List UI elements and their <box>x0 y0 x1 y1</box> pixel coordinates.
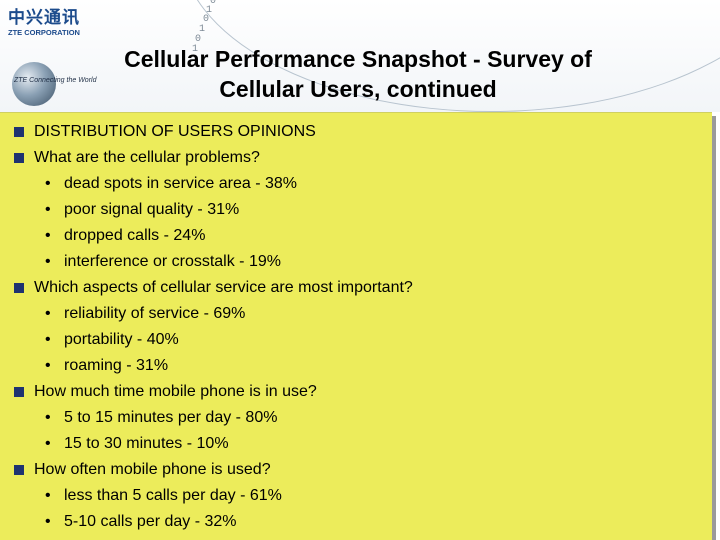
dot-bullet-icon: • <box>45 435 51 452</box>
slide-title: Cellular Performance Snapshot - Survey o… <box>72 44 644 104</box>
binary-digit: 0 <box>203 14 210 25</box>
logo-english-text: ZTE CORPORATION <box>8 28 80 37</box>
bullet-text: reliability of service - 69% <box>64 305 246 322</box>
bullet-item: DISTRIBUTION OF USERS OPINIONS <box>0 119 700 145</box>
sub-bullet-item: • dead spots in service area - 38% <box>0 171 700 197</box>
bullet-text: portability - 40% <box>64 331 179 348</box>
square-bullet-icon <box>14 153 24 163</box>
content-panel: DISTRIBUTION OF USERS OPINIONS What are t… <box>0 112 712 540</box>
dot-bullet-icon: • <box>45 253 51 270</box>
bullet-text: interference or crosstalk - 19% <box>64 253 281 270</box>
bullet-item: How much time mobile phone is in use? <box>0 379 700 405</box>
bullet-text: Which aspects of cellular service are mo… <box>34 279 413 296</box>
dot-bullet-icon: • <box>45 305 51 322</box>
bullet-text: What are the cellular problems? <box>34 149 260 166</box>
zte-logo: 中兴通讯 ZTE CORPORATION <box>8 8 98 48</box>
bullet-text: 15 to 30 minutes - 10% <box>64 435 229 452</box>
dot-bullet-icon: • <box>45 227 51 244</box>
bullet-text: roaming - 31% <box>64 357 169 374</box>
logo-chinese-text: 中兴通讯 <box>8 8 80 28</box>
dot-bullet-icon: • <box>45 175 51 192</box>
bullet-text: less than 5 calls per day - 61% <box>64 487 282 504</box>
sub-bullet-item: • less than 5 calls per day - 61% <box>0 483 700 509</box>
dot-bullet-icon: • <box>45 409 51 426</box>
sub-bullet-item: • poor signal quality - 31% <box>0 197 700 223</box>
title-line-2: Cellular Users, continued <box>219 76 497 102</box>
bullet-list: DISTRIBUTION OF USERS OPINIONS What are t… <box>0 119 700 535</box>
logo-tagline: ZTE Connecting the World <box>14 77 97 84</box>
bullet-text: dead spots in service area - 38% <box>64 175 298 192</box>
bullet-item: What are the cellular problems? <box>0 145 700 171</box>
binary-digit: 0 <box>195 34 202 45</box>
dot-bullet-icon: • <box>45 357 51 374</box>
title-line-1: Cellular Performance Snapshot - Survey o… <box>124 46 592 72</box>
sub-bullet-item: • reliability of service - 69% <box>0 301 700 327</box>
sub-bullet-item: • 15 to 30 minutes - 10% <box>0 431 700 457</box>
square-bullet-icon <box>14 465 24 475</box>
binary-digit: 0 <box>210 0 217 7</box>
dot-bullet-icon: • <box>45 487 51 504</box>
sub-bullet-item: • roaming - 31% <box>0 353 700 379</box>
binary-digit: 1 <box>192 44 199 55</box>
bullet-text: How much time mobile phone is in use? <box>34 383 317 400</box>
bullet-text: 5-10 calls per day - 32% <box>64 513 237 530</box>
sub-bullet-item: • 5 to 15 minutes per day - 80% <box>0 405 700 431</box>
dot-bullet-icon: • <box>45 201 51 218</box>
square-bullet-icon <box>14 127 24 137</box>
bullet-item: Which aspects of cellular service are mo… <box>0 275 700 301</box>
bullet-item: How often mobile phone is used? <box>0 457 700 483</box>
square-bullet-icon <box>14 387 24 397</box>
binary-digit: 1 <box>199 24 206 35</box>
binary-digit: 1 <box>206 5 213 16</box>
bullet-text: 5 to 15 minutes per day - 80% <box>64 409 278 426</box>
dot-bullet-icon: • <box>45 513 51 530</box>
bullet-text: dropped calls - 24% <box>64 227 206 244</box>
sub-bullet-item: • 5-10 calls per day - 32% <box>0 509 700 535</box>
bullet-text: poor signal quality - 31% <box>64 201 240 218</box>
sub-bullet-item: • interference or crosstalk - 19% <box>0 249 700 275</box>
globe-icon <box>12 62 56 106</box>
dot-bullet-icon: • <box>45 331 51 348</box>
bullet-text: How often mobile phone is used? <box>34 461 271 478</box>
sub-bullet-item: • portability - 40% <box>0 327 700 353</box>
bullet-text: DISTRIBUTION OF USERS OPINIONS <box>34 123 316 140</box>
header: 1 0 1 0 1 0 中兴通讯 ZTE CORPORATION ZTE Con… <box>0 0 720 112</box>
sub-bullet-item: • dropped calls - 24% <box>0 223 700 249</box>
square-bullet-icon <box>14 283 24 293</box>
